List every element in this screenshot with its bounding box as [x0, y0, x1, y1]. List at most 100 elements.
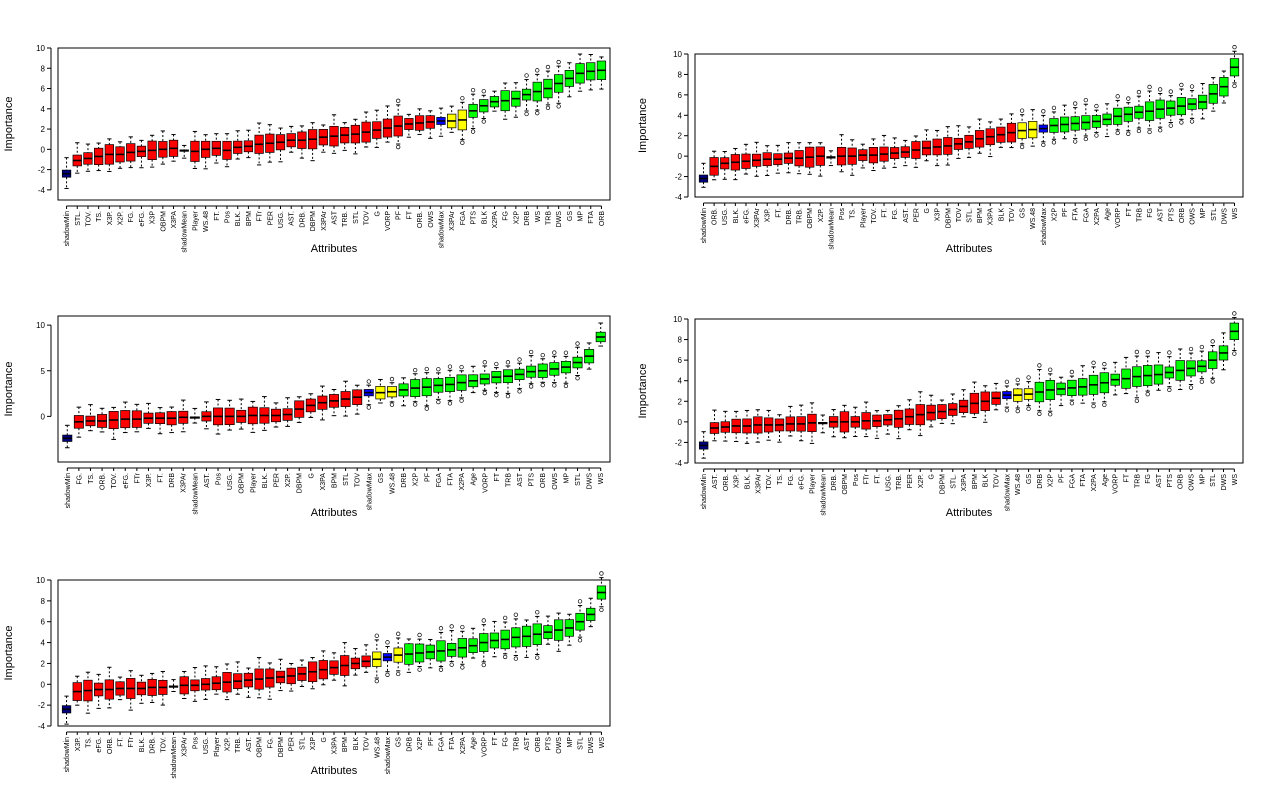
x-tick-label: OWS — [552, 473, 559, 490]
x-tick-label: TRB. — [235, 737, 242, 753]
x-tick-label: PF — [396, 211, 403, 220]
y-tick-label: -4 — [675, 193, 683, 202]
y-tick-label: -4 — [675, 459, 683, 468]
x-tick-label: FT — [1124, 473, 1131, 482]
outlier-point — [599, 571, 604, 576]
outlier-point — [424, 366, 429, 372]
x-tick-label: TS. — [85, 737, 92, 748]
x-tick-label: shadowMean — [820, 474, 827, 516]
x-tick-label: Age — [471, 737, 478, 750]
x-tick-label: FTr — [128, 736, 135, 747]
outlier-point — [460, 96, 465, 101]
x-tick-label: Player — [214, 736, 221, 757]
outlier-point — [1232, 83, 1237, 89]
x-tick-label: DRB. — [299, 211, 306, 228]
x-tick-label: ORB. — [712, 208, 719, 225]
y-axis-label: Importance — [3, 361, 15, 416]
x-tick-label: MP — [1199, 474, 1206, 485]
x-tick-label: FT. — [118, 737, 125, 747]
x-tick-label: WS.48 — [1015, 474, 1022, 495]
x-tick-label: TS. — [96, 211, 103, 222]
x-tick-label: WS.48 — [389, 473, 396, 494]
outlier-point — [503, 615, 508, 621]
outlier-point — [417, 632, 422, 638]
x-tick-label: DBPM — [297, 473, 304, 493]
x-tick-label: Pos — [839, 208, 846, 221]
outlier-point — [1199, 344, 1204, 350]
x-tick-label: X2P. — [918, 474, 925, 488]
outlier-point — [528, 349, 534, 355]
boruta-plot-1: -4 -2 0 2 4 6 8 10 Importance Attributes shadowMin… — [3, 44, 611, 255]
outlier-point — [374, 633, 379, 638]
x-tick-label: PF — [1059, 474, 1066, 483]
outlier-point — [385, 672, 390, 677]
x-tick-label: TOV — [355, 473, 362, 488]
x-tick-label: X2P — [413, 473, 420, 487]
x-tick-label: TS. — [88, 473, 95, 484]
y-tick-label: 4 — [678, 377, 683, 386]
y-tick-label: 6 — [41, 85, 46, 94]
outlier-point — [1136, 128, 1142, 134]
y-tick-label: -2 — [675, 438, 683, 447]
outlier-point — [1167, 387, 1172, 392]
x-tick-label: Pos — [216, 473, 223, 486]
outlier-point — [556, 104, 561, 109]
outlier-point — [494, 361, 499, 367]
plot-frame — [57, 47, 611, 201]
outlier-point — [1147, 129, 1152, 135]
x-tick-label: FG. — [267, 737, 274, 749]
x-tick-label: eFG. — [123, 473, 130, 489]
y-tick-label: 0 — [41, 412, 46, 421]
outlier-point — [1126, 96, 1131, 101]
outlier-point — [1094, 103, 1099, 109]
y-tick-label: 0 — [678, 152, 683, 161]
x-tick-label: PF — [424, 473, 431, 482]
x-tick-label: PER — [907, 474, 914, 488]
y-tick-label: 6 — [41, 618, 46, 627]
outlier-point — [1168, 123, 1173, 128]
x-tick-label: AST — [517, 472, 524, 486]
x-tick-label: shadowMean — [828, 208, 835, 250]
outlier-point — [577, 599, 583, 604]
outlier-point — [417, 667, 422, 672]
x-tick-label: PTS — [545, 737, 552, 751]
outlier-point — [1094, 133, 1099, 138]
x-tick-label: X3PAr — [181, 472, 188, 492]
outlier-point — [481, 119, 486, 124]
outlier-point — [1051, 140, 1057, 145]
x-tick-label: OBPM — [239, 473, 246, 494]
x-tick-label: AST. — [289, 211, 296, 226]
y-tick-label: 2 — [678, 397, 683, 406]
x-tick-label: X2P — [1051, 208, 1058, 222]
x-tick-label: DRB. — [786, 208, 793, 225]
x-tick-label: PTS — [1167, 474, 1174, 488]
x-tick-label: OWS — [428, 211, 435, 228]
outlier-point — [1115, 130, 1120, 136]
outlier-point — [1073, 101, 1078, 106]
x-tick-label: AST — [1156, 473, 1163, 487]
x-tick-label: AST — [1158, 207, 1165, 221]
x-tick-label: X3PA — [332, 737, 339, 755]
y-tick-label: 10 — [36, 576, 45, 585]
x-tick-label: USG. — [278, 211, 285, 228]
outlier-point — [1083, 136, 1088, 142]
x-tick-label: WS — [1232, 208, 1239, 220]
outlier-point — [494, 393, 499, 398]
outlier-point — [1091, 403, 1096, 409]
outlier-point — [396, 98, 401, 103]
x-tick-label: X2PA — [460, 737, 467, 755]
outlier-point — [528, 384, 534, 389]
x-tick-label: DWS — [1221, 474, 1228, 491]
x-tick-label: GS — [567, 211, 574, 221]
plot-frame — [694, 318, 1244, 464]
outlier-point — [447, 364, 453, 369]
outlier-point — [1015, 377, 1020, 383]
x-tick-label: FTA — [447, 473, 454, 486]
outlier-point — [535, 655, 540, 660]
x-tick-label: DRB — [169, 473, 176, 488]
x-tick-label: DRB — [401, 473, 408, 488]
outlier-point — [1168, 89, 1173, 94]
x-tick-label: Player — [860, 207, 867, 228]
y-tick-label: 10 — [673, 50, 682, 59]
outlier-point — [1026, 375, 1031, 380]
